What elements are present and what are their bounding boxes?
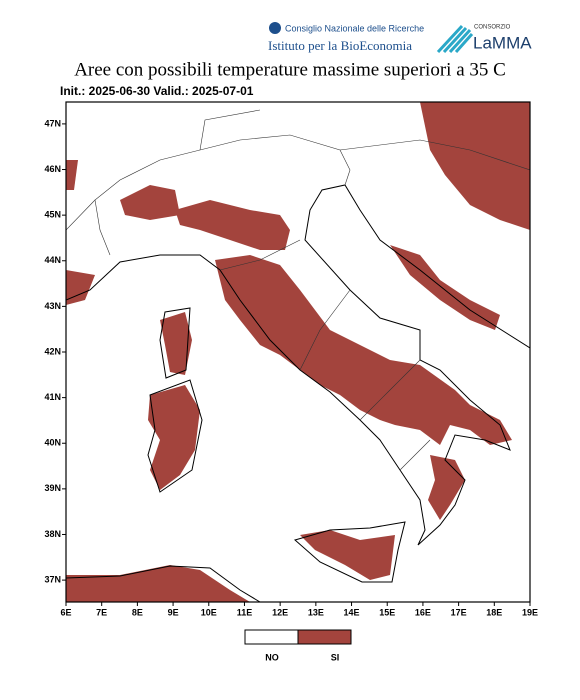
x-tick-label: 8E	[132, 607, 143, 617]
x-tick-label: 15E	[379, 607, 395, 617]
lamma-icon	[436, 24, 474, 54]
coastlines	[66, 184, 530, 602]
consortium-label: CONSORZIO	[474, 25, 511, 31]
y-tick-label: 46N	[44, 164, 61, 174]
x-tick-label: 19E	[522, 607, 538, 617]
x-tick-label: 7E	[96, 607, 107, 617]
y-tick-label: 39N	[44, 483, 61, 493]
legend-label: SI	[331, 652, 340, 662]
y-tick-label: 43N	[44, 301, 61, 311]
y-tick-label: 38N	[44, 529, 61, 539]
lamma-logo: CONSORZIO LaMMA	[436, 24, 532, 54]
y-tick-label: 45N	[44, 210, 61, 220]
x-tick-label: 11E	[237, 607, 253, 617]
hot-areas	[66, 102, 530, 602]
y-tick-label: 37N	[44, 574, 61, 584]
x-tick-label: 18E	[486, 607, 502, 617]
x-tick-label: 13E	[308, 607, 324, 617]
y-tick-label: 47N	[44, 118, 61, 128]
cnr-icon	[269, 22, 281, 34]
map-subtitle: Init.: 2025-06-30 Valid.: 2025-07-01	[60, 84, 254, 98]
x-tick-label: 14E	[344, 607, 360, 617]
y-tick-label: 44N	[44, 255, 61, 265]
legend: NO SI	[244, 629, 352, 662]
y-tick-label: 41N	[44, 392, 61, 402]
map-area	[66, 102, 530, 602]
x-tick-label: 12E	[272, 607, 288, 617]
y-tick-label: 42N	[44, 346, 61, 356]
x-tick-label: 17E	[451, 607, 467, 617]
institute-name: Istituto per la BioEconomia	[268, 38, 412, 53]
borders	[66, 109, 530, 471]
x-tick-label: 6E	[60, 607, 71, 617]
x-tick-label: 10E	[201, 607, 217, 617]
legend-swatch-no	[244, 629, 299, 645]
legend-label: NO	[265, 652, 279, 662]
map-title: Aree con possibili temperature massime s…	[74, 59, 506, 80]
x-tick-label: 9E	[168, 607, 179, 617]
cnr-name: Consiglio Nazionale delle Ricerche	[285, 23, 424, 33]
lamma-name: LaMMA	[473, 33, 532, 52]
x-tick-label: 16E	[415, 607, 431, 617]
cnr-logo: Consiglio Nazionale delle Ricerche Istit…	[268, 22, 424, 53]
legend-swatch-si	[297, 629, 352, 645]
y-tick-label: 40N	[44, 438, 61, 448]
